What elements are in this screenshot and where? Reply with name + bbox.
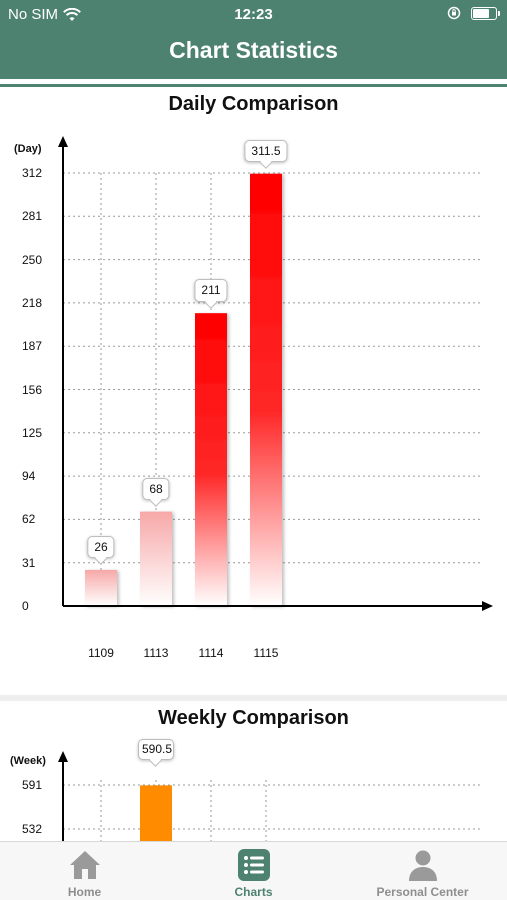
- carrier-label: No SIM: [8, 6, 59, 23]
- daily-bar-1109: [85, 569, 117, 606]
- daily-bars: [85, 173, 282, 606]
- home-icon: [69, 851, 100, 879]
- tab-personal-center[interactable]: Personal Center: [338, 842, 507, 900]
- daily-y-tick-label: 62: [22, 512, 36, 527]
- weekly-value-label: 590.5: [138, 739, 174, 760]
- battery-level: [473, 8, 489, 18]
- weekly-chart-title: Weekly Comparison: [158, 707, 349, 729]
- daily-y-tick-label: 312: [22, 166, 43, 180]
- daily-bar-1115: [250, 173, 282, 606]
- status-bar: No SIM 12:23: [0, 0, 507, 28]
- page-title: Chart Statistics: [169, 37, 338, 63]
- orientation-lock-icon: [447, 6, 461, 20]
- daily-y-tick-label: 250: [22, 252, 43, 267]
- person-icon: [408, 850, 437, 881]
- daily-y-tick-label: 125: [22, 425, 43, 440]
- daily-value-label: 311.5: [244, 139, 288, 163]
- weekly-y-tick-label: 532: [22, 822, 43, 836]
- carrier-group: No SIM: [8, 6, 81, 23]
- weekly-y-axis-arrow: [58, 751, 68, 762]
- weekly-grid: [63, 780, 480, 850]
- daily-x-tick-label: 1113: [143, 646, 169, 660]
- daily-bar-1114: [195, 313, 227, 606]
- daily-x-tick-label: 1115: [253, 646, 279, 660]
- charts-icon: [237, 849, 270, 881]
- status-right-group: [447, 6, 500, 20]
- daily-chart: [58, 136, 493, 611]
- tab-bar: Home Charts Personal Center: [0, 841, 507, 900]
- section-divider: [0, 695, 507, 701]
- daily-x-tick-label: 1109: [88, 646, 114, 660]
- daily-bar-1113: [140, 511, 172, 606]
- weekly-y-tick-label: 591: [22, 778, 43, 792]
- daily-x-tick-label: 1114: [198, 646, 224, 660]
- tab-charts-label: Charts: [234, 885, 273, 899]
- header-divider: [0, 84, 507, 87]
- daily-y-tick-label: 94: [22, 469, 36, 484]
- daily-value-label: 68: [142, 477, 170, 501]
- daily-value-label: 26: [87, 535, 115, 559]
- daily-axes: [58, 136, 493, 611]
- daily-y-tick-label: 187: [22, 339, 43, 354]
- daily-y-unit: (Day): [14, 143, 42, 155]
- daily-y-tick-label: 31: [22, 555, 36, 570]
- daily-chart-title: Daily Comparison: [168, 93, 339, 115]
- daily-y-axis-arrow: [58, 136, 68, 147]
- daily-y-tick-label: 0: [22, 599, 29, 613]
- tab-home-label: Home: [67, 885, 102, 899]
- daily-y-tick-label: 281: [22, 209, 43, 224]
- tab-home[interactable]: Home: [0, 842, 169, 900]
- battery-icon: [471, 6, 500, 20]
- tab-charts[interactable]: Charts: [169, 842, 338, 900]
- status-time: 12:23: [234, 6, 273, 23]
- wifi-icon: [63, 7, 81, 21]
- daily-value-label: 211: [194, 279, 228, 302]
- weekly-y-unit: (Week): [10, 755, 46, 767]
- tab-personal-center-label: Personal Center: [376, 885, 469, 899]
- app-header: No SIM 12:23 Chart Statistics: [0, 0, 507, 79]
- daily-y-tick-label: 218: [22, 295, 43, 310]
- daily-x-axis-arrow: [482, 601, 493, 611]
- daily-y-tick-label: 156: [22, 382, 43, 397]
